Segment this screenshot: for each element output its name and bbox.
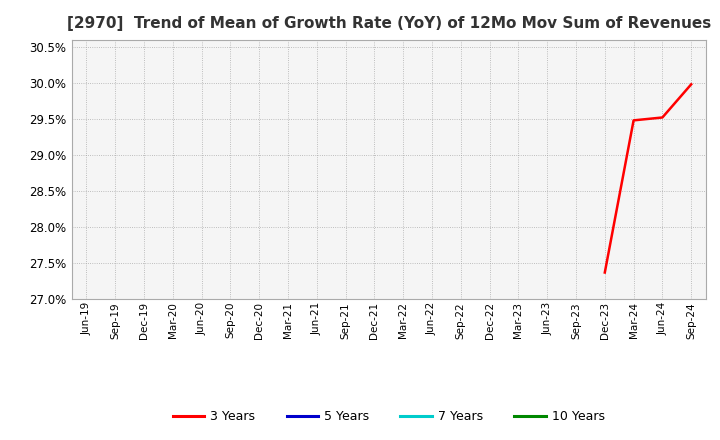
- Title: [2970]  Trend of Mean of Growth Rate (YoY) of 12Mo Mov Sum of Revenues: [2970] Trend of Mean of Growth Rate (YoY…: [67, 16, 711, 32]
- Legend: 3 Years, 5 Years, 7 Years, 10 Years: 3 Years, 5 Years, 7 Years, 10 Years: [168, 405, 610, 428]
